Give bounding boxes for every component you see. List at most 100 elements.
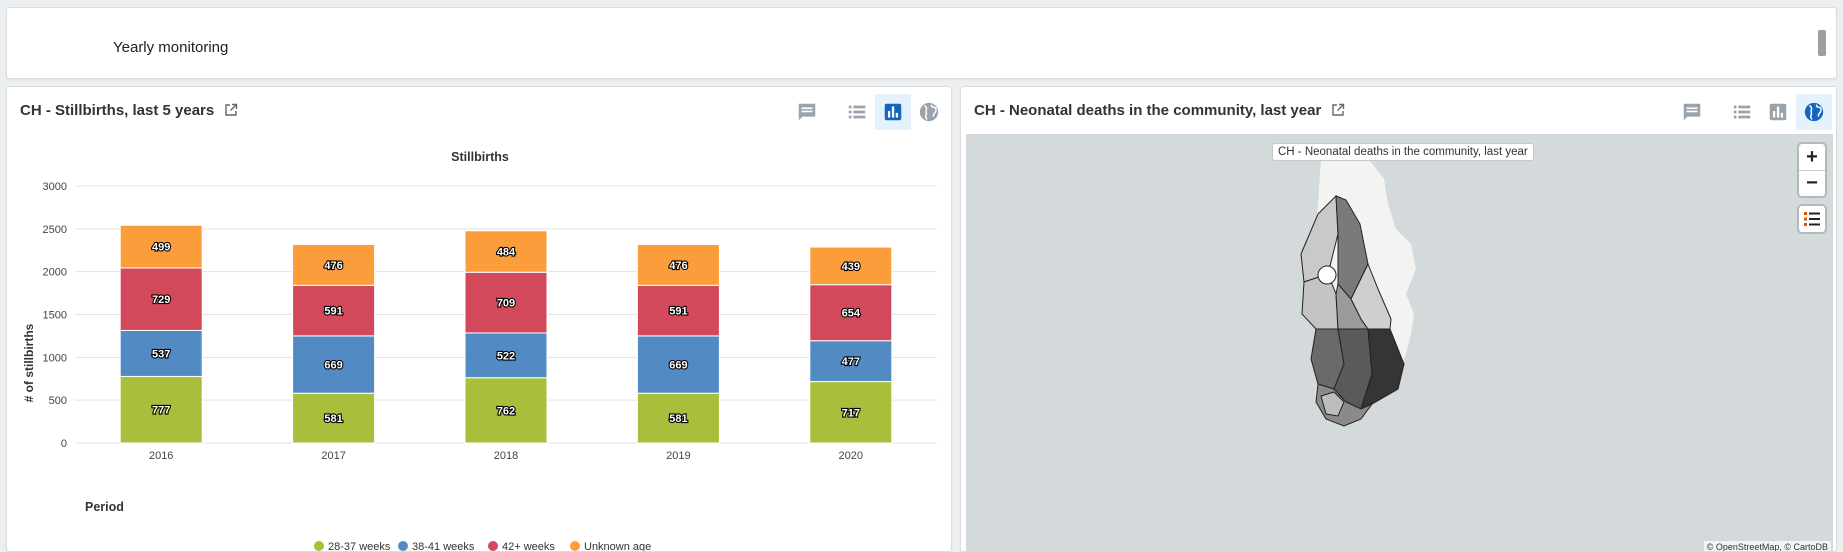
comment-button[interactable] (1674, 94, 1710, 130)
x-axis-ticks: 2016 2017 2018 2019 2020 (149, 450, 863, 462)
bar-segment[interactable] (119, 329, 203, 377)
chart-view-button[interactable] (1760, 94, 1796, 130)
legend-list-icon (1804, 212, 1820, 226)
data-label: 522 (497, 350, 515, 362)
region-south-east (1360, 328, 1405, 410)
zoom-out-button[interactable]: − (1799, 170, 1825, 196)
bar-segment[interactable] (464, 271, 548, 334)
bar-segment[interactable] (464, 230, 548, 273)
map-attribution: © OpenStreetMap, © CartoDB (1703, 541, 1831, 551)
table-view-button[interactable] (1724, 94, 1760, 130)
bar-segment[interactable] (292, 284, 376, 337)
data-label: 669 (324, 360, 342, 372)
map-regions (1300, 152, 1416, 427)
bar-segment[interactable] (809, 246, 893, 286)
chart-view-button[interactable] (875, 94, 911, 130)
bar-segment[interactable] (292, 392, 376, 444)
bar-segment[interactable] (809, 340, 893, 383)
x-tick-label: 2020 (839, 450, 863, 462)
external-link-icon[interactable] (1331, 103, 1345, 117)
comment-icon (1683, 103, 1701, 121)
bar-segment[interactable] (636, 335, 720, 394)
globe-icon (919, 102, 939, 122)
data-label: 499 (152, 242, 170, 254)
legend-item[interactable]: 38-41 weeks (412, 541, 475, 552)
data-label: 484 (497, 247, 516, 259)
y-axis-ticks: 0 500 1000 1500 2000 2500 3000 (43, 181, 67, 450)
y-tick-label: 2500 (43, 224, 67, 236)
data-label: 777 (152, 405, 170, 417)
map-legend-button[interactable] (1799, 206, 1825, 232)
zoom-control: + − (1799, 144, 1825, 196)
map-view-button[interactable] (1796, 94, 1832, 130)
view-toolbar (789, 94, 947, 130)
bar-segment[interactable] (636, 284, 720, 337)
panel-title: CH - Neonatal deaths in the community, l… (974, 102, 1345, 119)
panel-title-text: CH - Stillbirths, last 5 years (20, 102, 215, 119)
data-label: 477 (842, 356, 860, 368)
data-label: 654 (842, 308, 861, 320)
bar-segment[interactable] (464, 377, 548, 444)
legend-marker (488, 541, 498, 551)
legend-item[interactable]: Unknown age (584, 541, 651, 552)
comment-button[interactable] (789, 94, 825, 130)
choropleth-map[interactable]: CH - Neonatal deaths in the community, l… (966, 134, 1833, 551)
yearly-monitoring-card: Yearly monitoring (6, 7, 1837, 79)
legend-item[interactable]: 42+ weeks (502, 541, 555, 552)
bar-segment[interactable] (636, 244, 720, 286)
bar-segment[interactable] (119, 375, 203, 444)
chart-bars: 777 537 729 499 581 669 591 476 762 522 709 484 581 6… (119, 224, 893, 444)
y-axis-label: # of stillbirths (22, 323, 36, 402)
data-label: 729 (152, 294, 170, 306)
data-label: 669 (669, 360, 687, 372)
table-icon (848, 105, 866, 119)
bar-segment[interactable] (809, 284, 893, 342)
bar-segment[interactable] (119, 224, 203, 269)
bar-segment[interactable] (292, 244, 376, 286)
table-view-button[interactable] (839, 94, 875, 130)
map-view-button[interactable] (911, 94, 947, 130)
map-tooltip: CH - Neonatal deaths in the community, l… (1272, 143, 1534, 161)
x-tick-label: 2016 (149, 450, 173, 462)
chart-icon (1769, 103, 1787, 121)
x-axis-label: Period (85, 500, 124, 514)
view-toolbar (1674, 94, 1832, 130)
data-label: 537 (152, 348, 170, 360)
y-tick-label: 1500 (43, 310, 67, 322)
comment-icon (798, 103, 816, 121)
legend-marker (398, 541, 408, 551)
panel-title: CH - Stillbirths, last 5 years (20, 102, 238, 119)
data-label: 476 (669, 260, 687, 272)
y-tick-label: 0 (61, 438, 67, 450)
y-tick-label: 2000 (43, 267, 67, 279)
dashboard-title: Yearly monitoring (113, 39, 229, 56)
neonatal-deaths-panel: CH - Neonatal deaths in the community, l… (960, 86, 1837, 552)
bar-segment[interactable] (636, 392, 720, 444)
stillbirths-chart: Stillbirths 0 500 1000 1500 2000 2500 3000 777… (22, 150, 937, 552)
legend-item[interactable]: 28-37 weeks (328, 541, 391, 552)
data-label: 709 (497, 298, 515, 310)
zoom-in-button[interactable]: + (1806, 145, 1818, 168)
chart-icon (884, 103, 902, 121)
stillbirths-panel: CH - Stillbirths, last 5 years Stillbirt… (6, 86, 952, 552)
chart-grid (75, 185, 937, 444)
panel-header: CH - Neonatal deaths in the community, l… (961, 87, 1836, 133)
external-link-icon[interactable] (224, 103, 238, 117)
legend-marker (314, 541, 324, 551)
data-label: 591 (324, 306, 342, 318)
data-label: 762 (497, 405, 515, 417)
data-label: 591 (669, 306, 687, 318)
data-label: 581 (324, 413, 342, 425)
region-small-south (1320, 391, 1345, 417)
region-city (1317, 265, 1337, 285)
bar-segment[interactable] (292, 335, 376, 394)
chart-legend: 28-37 weeks 38-41 weeks 42+ weeks Unknown a… (314, 541, 651, 552)
bar-segment[interactable] (464, 332, 548, 379)
panel-header: CH - Stillbirths, last 5 years (7, 87, 951, 133)
panel-title-text: CH - Neonatal deaths in the community, l… (974, 102, 1322, 119)
scrollbar-thumb[interactable] (1818, 30, 1826, 56)
x-tick-label: 2017 (321, 450, 345, 462)
data-label: 476 (324, 260, 342, 272)
x-tick-label: 2019 (666, 450, 690, 462)
x-tick-label: 2018 (494, 450, 518, 462)
